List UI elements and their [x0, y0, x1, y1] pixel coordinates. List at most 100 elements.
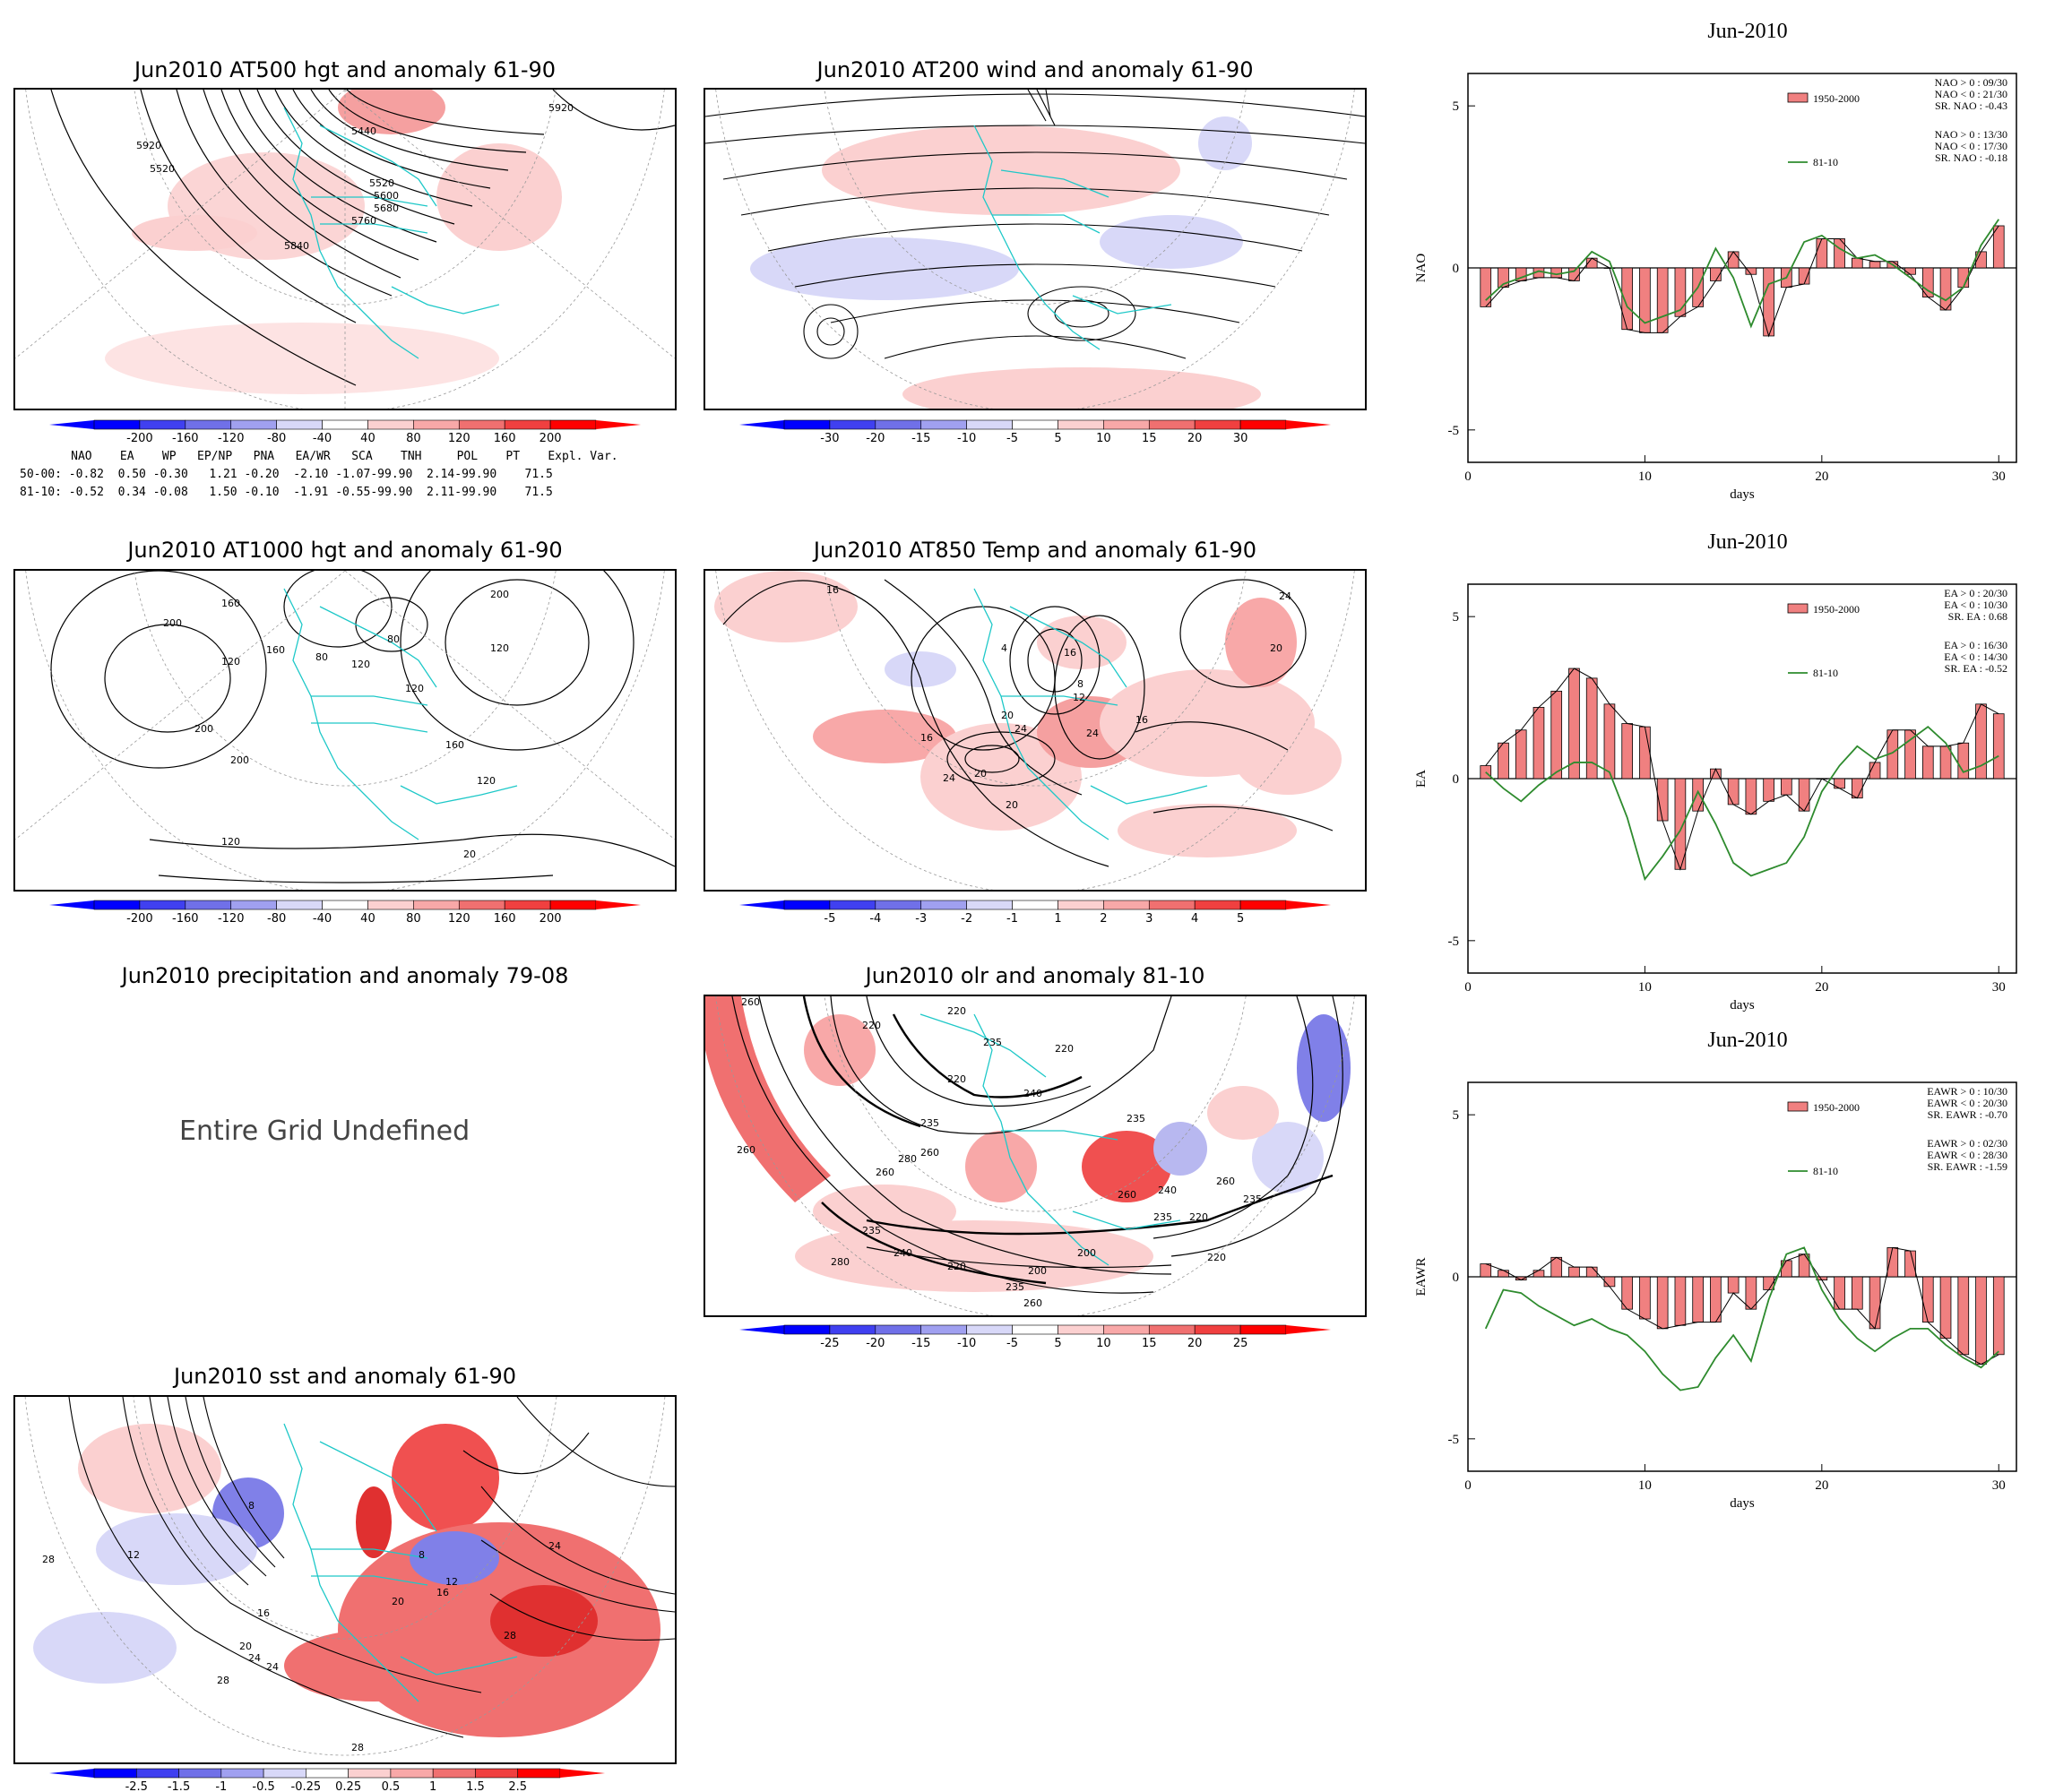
colorbar-tick-label: 40: [360, 432, 376, 445]
olr-label: 240: [1158, 1185, 1177, 1196]
legend-stat: EAWR < 0 : 28/30: [1927, 1149, 2007, 1161]
at850-label: 20: [1270, 642, 1282, 654]
at1000-label: 160: [221, 598, 240, 609]
colorbar-left-arrow: [739, 420, 784, 429]
bar: [1745, 1276, 1757, 1310]
cbolr-svg: -25 -20 -15 -10 -5 5 10 15 20 25: [739, 1324, 1331, 1350]
colorbar-tick-label: 2.5: [508, 1780, 527, 1792]
legend-stat: EA > 0 : 16/30: [1944, 639, 2007, 651]
colorbar-segment: [276, 900, 323, 910]
colorbar-tick-label: 20: [1187, 1337, 1203, 1350]
colorbar-segment: [1103, 419, 1150, 430]
olr-label: 240: [894, 1247, 912, 1259]
y-axis-label: NAO: [1414, 254, 1429, 283]
sst-label: 8: [248, 1500, 255, 1512]
y-tick-label: 5: [1453, 610, 1460, 625]
colorbar-tick-label: -10: [957, 432, 976, 445]
at1000-label: 200: [163, 617, 182, 629]
olr-label: 260: [920, 1147, 939, 1159]
bar: [1532, 1270, 1545, 1278]
at1000-label: 200: [194, 723, 213, 735]
cb850-colorbar: -5 -4 -3 -2 -1 1 2 3 4 5: [739, 899, 1331, 929]
colorbar-segment: [458, 419, 505, 430]
bar: [1957, 1276, 1970, 1356]
bar: [1921, 1276, 1934, 1323]
x-tick-label: 30: [1992, 980, 2006, 995]
at1000-label: 120: [490, 642, 509, 654]
bar: [1851, 257, 1863, 269]
at500-label: 5440: [351, 125, 376, 137]
x-tick-label: 20: [1815, 980, 1828, 995]
at850-label: 20: [974, 768, 987, 780]
olr-label: 280: [898, 1153, 917, 1165]
sst-label: 16: [257, 1607, 270, 1619]
colorbar-segment: [139, 419, 186, 430]
bar: [1869, 1276, 1881, 1330]
bar: [1656, 267, 1669, 333]
bar: [1798, 778, 1810, 812]
nao-chart-title: Jun-2010: [1707, 20, 1788, 43]
colorbar-tick-label: 15: [1142, 432, 1157, 445]
olr-label: 260: [1216, 1176, 1235, 1187]
colorbar-tick-label: 4: [1191, 912, 1198, 926]
bar: [1921, 745, 1934, 780]
colorbar-segment: [1239, 1324, 1287, 1335]
olr-label: 235: [1127, 1113, 1145, 1124]
colorbar-tick-label: -2.5: [125, 1780, 148, 1792]
at850-label: 16: [1064, 647, 1076, 659]
bar: [1939, 267, 1952, 311]
at500-label: 5920: [136, 140, 161, 151]
bar: [1851, 1276, 1863, 1310]
olr-label: 235: [1243, 1193, 1262, 1205]
x-tick-label: 10: [1638, 470, 1652, 484]
legend-stat: NAO < 0 : 21/30: [1935, 88, 2007, 100]
bar: [1727, 251, 1740, 269]
colorbar-segment: [875, 1324, 922, 1335]
at850-title: Jun2010 AT850 Temp and anomaly 61-90: [813, 538, 1257, 563]
bar: [1550, 690, 1563, 780]
colorbar-segment: [1194, 900, 1241, 910]
olr-label: 220: [1207, 1252, 1226, 1263]
colorbar-segment: [135, 1768, 179, 1779]
olr-label: 220: [862, 1020, 881, 1031]
colorbar-right-arrow: [1286, 900, 1331, 909]
colorbar-segment: [1103, 1324, 1150, 1335]
colorbar-segment: [966, 900, 1013, 910]
colorbar-segment: [783, 1324, 831, 1335]
colorbar-segment: [1012, 1324, 1058, 1335]
x-tick-label: 0: [1464, 1478, 1472, 1493]
legend-bar-swatch: [1787, 92, 1809, 103]
colorbar-segment: [390, 1768, 434, 1779]
colorbar-left-arrow: [739, 1325, 784, 1334]
colorbar-segment: [230, 900, 277, 910]
bar: [1939, 745, 1952, 780]
colorbar-left-arrow: [49, 900, 94, 909]
bar: [1550, 267, 1563, 279]
bar: [1992, 225, 2005, 269]
colorbar-right-arrow: [1286, 420, 1331, 429]
legend-bar-swatch: [1787, 1101, 1809, 1112]
bar: [1585, 1266, 1598, 1278]
colorbar-tick-label: 80: [406, 432, 421, 445]
colorbar-tick-label: 15: [1142, 1337, 1157, 1350]
colorbar-segment: [1058, 1324, 1104, 1335]
x-tick-label: 30: [1992, 470, 2006, 484]
colorbar-segment: [413, 419, 460, 430]
colorbar-tick-label: 10: [1096, 432, 1111, 445]
colorbar-tick-label: -40: [313, 432, 332, 445]
at1000-label: 120: [221, 836, 240, 848]
bar: [1834, 778, 1845, 789]
colorbar-segment: [783, 419, 831, 430]
colorbar-tick-label: 0.25: [335, 1780, 361, 1792]
bar: [1692, 778, 1704, 812]
colorbar-right-arrow: [596, 420, 641, 429]
y-tick-label: -5: [1448, 935, 1460, 949]
x-tick-label: 0: [1464, 470, 1472, 484]
at850-label: 16: [1135, 714, 1148, 726]
colorbar-tick-label: 2: [1100, 912, 1107, 926]
x-axis-label: days: [1730, 487, 1755, 502]
colorbar-segment: [432, 1768, 476, 1779]
colorbar-tick-label: 25: [1233, 1337, 1248, 1350]
colorbar-right-arrow: [560, 1769, 605, 1778]
colorbar-segment: [920, 1324, 967, 1335]
